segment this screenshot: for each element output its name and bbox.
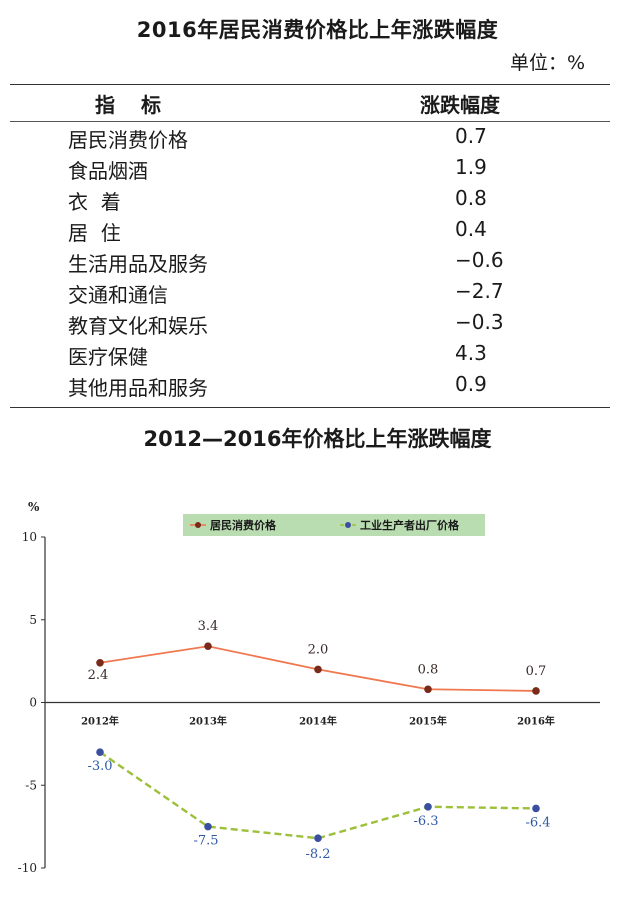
data-label: 0.7 xyxy=(526,664,547,679)
row-value: 0.4 xyxy=(455,217,487,241)
table-row: 其他用品和服务 0.9 xyxy=(0,369,635,400)
unit-label: 单位：% xyxy=(509,52,585,74)
row-name: 医疗保健 xyxy=(68,345,148,369)
table-row: 生活用品及服务 −0.6 xyxy=(0,245,635,276)
table-header-rule xyxy=(10,121,610,122)
row-name: 交通和通信 xyxy=(68,283,168,307)
legend-label: 居民消费价格 xyxy=(210,518,277,532)
row-name: 教育文化和娱乐 xyxy=(68,314,208,338)
row-name: 居 住 xyxy=(68,221,121,245)
table-row: 食品烟酒 1.9 xyxy=(0,152,635,183)
legend-marker xyxy=(345,522,351,528)
table-row: 医疗保健 4.3 xyxy=(0,338,635,369)
table-header-change: 涨跌幅度 xyxy=(420,93,500,117)
data-point xyxy=(314,665,322,674)
data-point xyxy=(532,687,540,695)
legend-box xyxy=(183,514,485,536)
row-value: 0.8 xyxy=(455,186,487,210)
table-top-rule xyxy=(10,84,610,85)
row-name: 居民消费价格 xyxy=(68,128,188,152)
legend-label: 工业生产者出厂价格 xyxy=(360,518,460,532)
data-label: 3.4 xyxy=(198,619,219,634)
table-bottom-rule xyxy=(10,407,610,408)
data-point xyxy=(204,822,212,831)
table-title: 2016年居民消费价格比上年涨跌幅度 xyxy=(136,18,499,42)
line-chart: % 10 5 0 -5 -10 2012年 2013年 2014年 2015年 2016年 居民消费价… xyxy=(18,500,600,875)
data-label: -8.2 xyxy=(305,847,330,862)
data-label: -6.3 xyxy=(413,814,438,829)
data-point xyxy=(96,748,104,756)
row-value: −0.3 xyxy=(455,310,504,334)
row-value: 0.9 xyxy=(455,372,487,396)
data-point xyxy=(96,658,104,667)
data-label: -6.4 xyxy=(525,815,550,830)
row-value: −2.7 xyxy=(455,279,504,303)
x-tick-label: 2015年 xyxy=(409,715,447,728)
legend-marker xyxy=(195,522,201,528)
y-tick-label: -10 xyxy=(18,861,37,875)
row-value: −0.6 xyxy=(455,248,504,272)
y-tick-label: 0 xyxy=(29,696,37,710)
x-tick-label: 2013年 xyxy=(189,715,227,728)
x-tick-label: 2014年 xyxy=(299,715,337,728)
y-axis-label: % xyxy=(28,500,40,514)
data-point xyxy=(314,834,322,843)
row-name: 食品烟酒 xyxy=(68,159,148,183)
data-label: -7.5 xyxy=(193,834,218,849)
x-tick-label: 2012年 xyxy=(81,715,119,728)
data-label: 2.0 xyxy=(308,642,329,657)
row-value: 0.7 xyxy=(455,124,487,148)
table-row: 衣 着 0.8 xyxy=(0,183,635,214)
table-row: 居民消费价格 0.7 xyxy=(0,121,635,152)
data-point xyxy=(424,685,432,694)
y-tick-label: 10 xyxy=(22,530,37,544)
row-value: 4.3 xyxy=(455,341,487,365)
chart-title: 2012—2016年价格比上年涨跌幅度 xyxy=(143,427,492,451)
y-tick-label: 5 xyxy=(29,613,37,627)
row-value: 1.9 xyxy=(455,155,487,179)
table-row: 教育文化和娱乐 −0.3 xyxy=(0,307,635,338)
table-row: 居 住 0.4 xyxy=(0,214,635,245)
row-name: 生活用品及服务 xyxy=(68,252,208,276)
x-tick-label: 2016年 xyxy=(517,715,555,728)
table-header-indicator: 指标 xyxy=(95,93,187,117)
y-tick-label: -5 xyxy=(25,778,37,792)
table-row: 交通和通信 −2.7 xyxy=(0,276,635,307)
data-label: 2.4 xyxy=(88,668,109,683)
series-line xyxy=(99,751,537,840)
data-label: 0.8 xyxy=(418,662,439,677)
row-name: 其他用品和服务 xyxy=(68,376,208,400)
row-name: 衣 着 xyxy=(68,190,121,214)
data-label: -3.0 xyxy=(87,759,112,774)
data-point xyxy=(532,804,540,813)
data-point xyxy=(204,642,212,651)
data-point xyxy=(424,802,432,811)
